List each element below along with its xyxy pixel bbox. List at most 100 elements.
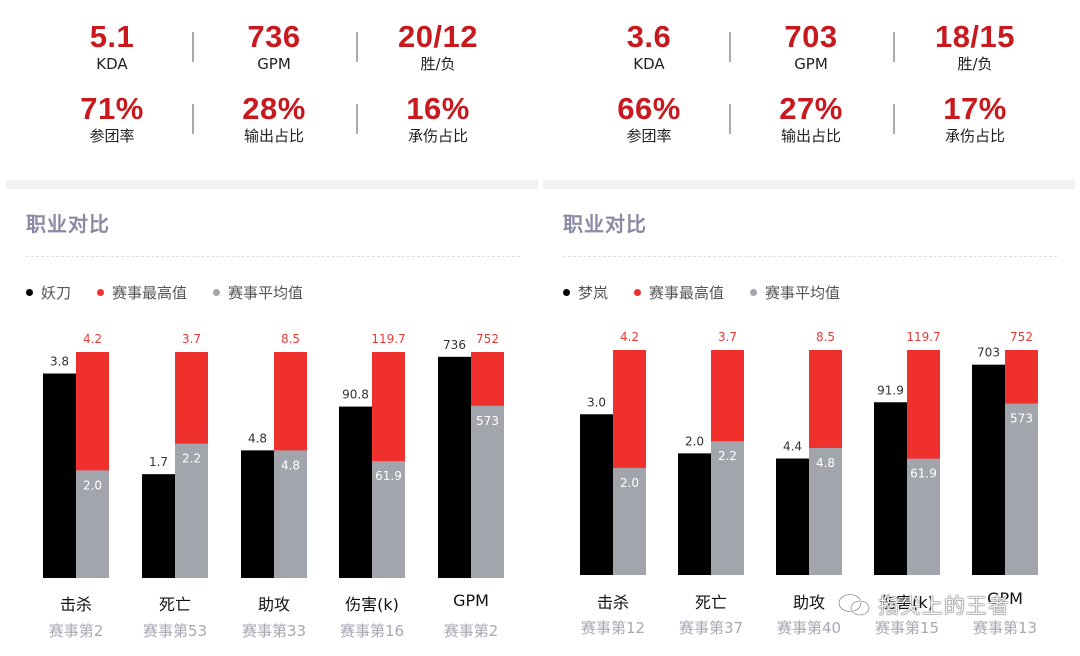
wechat-icon bbox=[837, 593, 871, 617]
stat-value: 703 bbox=[784, 19, 838, 54]
watermark: 指尖上的王者 bbox=[836, 590, 1010, 620]
legend-item-avg: 赛事平均值 bbox=[750, 282, 840, 303]
max-value-label: 8.5 bbox=[281, 332, 300, 346]
stat-win-loss: 20/12 胜/负 bbox=[356, 19, 520, 74]
category-label: 伤害(k) bbox=[880, 593, 934, 612]
stat-value: 27% bbox=[779, 91, 843, 126]
stat-kda: 5.1 KDA bbox=[30, 19, 194, 74]
stat-value: 28% bbox=[242, 91, 306, 126]
stat-value: 18/15 bbox=[934, 19, 1016, 54]
player-value-label: 90.8 bbox=[342, 388, 369, 402]
legend-label-avg: 赛事平均值 bbox=[765, 283, 841, 302]
category-label: 助攻 bbox=[792, 593, 825, 612]
category-label: 伤害(k) bbox=[345, 595, 399, 614]
stat-value: 5.1 bbox=[89, 19, 135, 54]
stat-participation: 66% 参团率 bbox=[567, 91, 731, 146]
legend-label-player: 妖刀 bbox=[41, 283, 72, 302]
max-value-label: 8.5 bbox=[816, 330, 835, 344]
max-value-label: 119.7 bbox=[371, 332, 405, 346]
player-value-label: 4.4 bbox=[783, 440, 802, 454]
stat-value: 20/12 bbox=[397, 19, 479, 54]
category-label: GPM bbox=[987, 589, 1023, 608]
avg-bar bbox=[175, 443, 208, 578]
category-rank: 赛事第37 bbox=[678, 619, 744, 637]
avg-bar bbox=[471, 405, 504, 578]
player-bar bbox=[43, 373, 76, 578]
max-value-label: 3.7 bbox=[182, 332, 201, 346]
avg-bar bbox=[907, 458, 940, 575]
avg-bar bbox=[1005, 403, 1038, 575]
comparison-bar-chart: 3.0 4.2 2.0 2.0 3.7 2.2 4.4 8.5 4.8 91.9 119.7 61.9… bbox=[580, 330, 1038, 575]
stat-damage-share: 27% 输出占比 bbox=[729, 91, 893, 146]
player-value-label: 4.8 bbox=[248, 431, 267, 445]
legend-item-player: 妖刀 bbox=[26, 282, 71, 303]
section-title: 职业对比 bbox=[563, 212, 647, 236]
category-label: 死亡 bbox=[694, 593, 727, 612]
stat-win-loss: 18/15 胜/负 bbox=[893, 19, 1057, 74]
player-bar bbox=[438, 356, 471, 578]
stat-divider bbox=[729, 104, 731, 134]
stat-label: 胜/负 bbox=[957, 55, 993, 73]
stat-gpm: 703 GPM bbox=[729, 19, 893, 74]
avg-value-label: 61.9 bbox=[375, 469, 402, 483]
max-value-label: 752 bbox=[1010, 330, 1033, 344]
stat-divider bbox=[893, 104, 895, 134]
category-label: 死亡 bbox=[158, 595, 191, 614]
category-rank: 赛事第12 bbox=[580, 619, 646, 637]
max-value-label: 119.7 bbox=[906, 330, 940, 344]
category-rank: 赛事第40 bbox=[776, 619, 842, 637]
legend-item-max: 赛事最高值 bbox=[634, 282, 724, 303]
legend-item-avg: 赛事平均值 bbox=[213, 282, 303, 303]
avg-bar bbox=[76, 470, 109, 578]
stat-label: 胜/负 bbox=[420, 55, 456, 73]
avg-bar bbox=[613, 467, 646, 575]
avg-bar bbox=[809, 447, 842, 575]
category-label: 击杀 bbox=[596, 593, 629, 612]
avg-value-label: 2.2 bbox=[182, 452, 201, 466]
player-value-label: 1.7 bbox=[149, 455, 168, 469]
stat-divider bbox=[893, 32, 895, 62]
stat-value: 71% bbox=[80, 91, 144, 126]
category-rank: 赛事第16 bbox=[339, 622, 405, 640]
player-bar bbox=[874, 402, 907, 575]
avg-value-label: 2.0 bbox=[83, 478, 102, 492]
player-value-label: 703 bbox=[977, 346, 1000, 360]
category-rank: 赛事第53 bbox=[142, 622, 208, 640]
category-rank: 赛事第2 bbox=[48, 622, 104, 640]
stat-divider bbox=[356, 104, 358, 134]
stat-divider bbox=[192, 32, 194, 62]
stat-tank-share: 16% 承伤占比 bbox=[356, 92, 520, 146]
stat-kda: 3.6 KDA bbox=[567, 20, 731, 74]
stat-gpm: 736 GPM bbox=[192, 20, 356, 74]
legend-dot-max bbox=[634, 288, 642, 296]
watermark-text: 指尖上的王者 bbox=[878, 594, 1010, 618]
category-label: 助攻 bbox=[257, 595, 290, 614]
stat-damage-share: 28% 输出占比 bbox=[192, 91, 356, 146]
legend-label-max: 赛事最高值 bbox=[112, 283, 188, 302]
category-rank: 赛事第15 bbox=[874, 619, 940, 637]
avg-bar bbox=[372, 461, 405, 578]
player-value-label: 3.8 bbox=[50, 355, 69, 369]
stat-label: 参团率 bbox=[626, 127, 672, 145]
stat-value: 66% bbox=[617, 91, 681, 126]
avg-bar bbox=[274, 450, 307, 578]
chart-legend: 妖刀 赛事最高值 赛事平均值 bbox=[26, 281, 329, 303]
stat-value: 17% bbox=[943, 91, 1007, 126]
legend-dot-player bbox=[26, 288, 33, 296]
player-bar bbox=[580, 414, 613, 575]
stat-tank-share: 17% 承伤占比 bbox=[893, 91, 1057, 146]
player-bar bbox=[142, 474, 175, 578]
player-bar bbox=[678, 453, 711, 575]
avg-value-label: 2.0 bbox=[620, 476, 639, 490]
avg-value-label: 573 bbox=[1010, 412, 1033, 426]
player-bar bbox=[972, 364, 1005, 575]
stats-grid: 5.1 KDA 736 GPM 20/12 胜/负 71% 参团率 28% 输出… bbox=[6, 0, 538, 180]
divider bbox=[563, 256, 1057, 257]
stat-label: GPM bbox=[257, 55, 291, 73]
player-value-label: 736 bbox=[443, 338, 466, 352]
stat-label: 参团率 bbox=[89, 127, 135, 145]
max-value-label: 4.2 bbox=[620, 330, 639, 344]
stats-grid: 3.6 KDA 703 GPM 18/15 胜/负 66% 参团率 27% 输出… bbox=[543, 0, 1075, 180]
stat-label: 承伤占比 bbox=[944, 127, 1005, 145]
legend-label-player: 梦岚 bbox=[578, 283, 609, 302]
